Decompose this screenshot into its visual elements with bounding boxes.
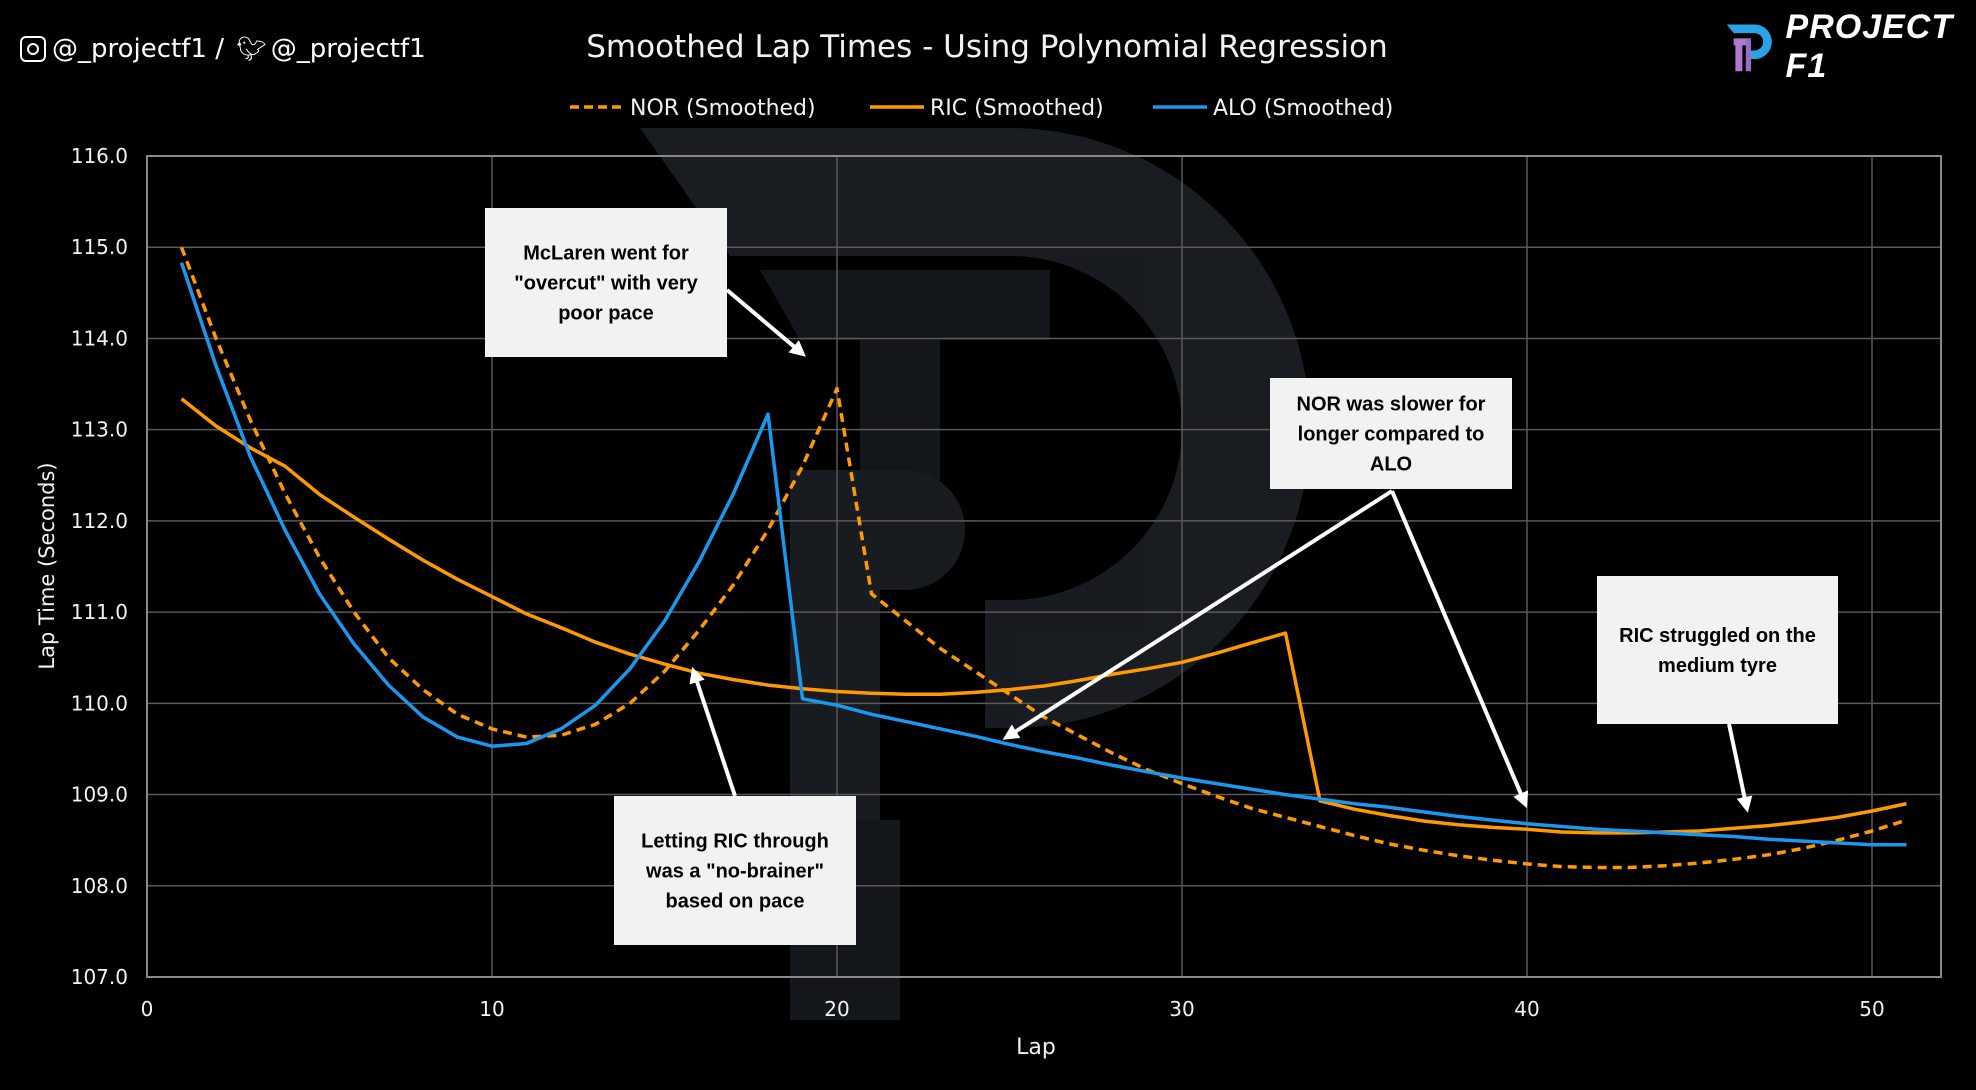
y-tick-label: 107.0 — [71, 965, 128, 989]
annotation-box — [614, 796, 856, 945]
x-tick-label: 40 — [1514, 997, 1539, 1021]
x-axis-ticks: 0 10 20 30 40 50 — [141, 997, 1885, 1021]
plot-area-border — [146, 155, 1942, 978]
legend-entry: ALO (Smoothed) — [1213, 96, 1393, 121]
annotation-arrow — [725, 288, 799, 351]
arrowhead-icon — [1002, 724, 1021, 740]
legend: NOR (Smoothed) RIC (Smoothed) ALO (Smoothe… — [570, 96, 1393, 121]
twitter-handle: @_projectf1 — [270, 34, 426, 64]
annotation-box — [485, 208, 727, 357]
legend-entry: NOR (Smoothed) — [630, 96, 816, 121]
annotation-callout: McLaren went for "overcut" with very poor … — [485, 208, 806, 357]
annotation-text: ALO — [1370, 454, 1412, 476]
annotation-arrow — [1390, 490, 1525, 798]
twitter-bird-icon: 🐦︎ — [236, 35, 267, 63]
annotation-callout: Letting RIC through was a "no-brainer" bas… — [614, 666, 856, 945]
x-tick-label: 30 — [1169, 997, 1194, 1021]
annotation-callout: RIC struggled on the medium tyre — [1597, 576, 1838, 813]
annotation-text: "overcut" with very — [514, 273, 698, 295]
y-axis-label: Lap Time (Seconds) — [35, 462, 59, 669]
x-tick-label: 10 — [479, 997, 504, 1021]
y-tick-label: 112.0 — [71, 509, 128, 533]
x-tick-label: 50 — [1859, 997, 1884, 1021]
arrowhead-icon — [788, 340, 806, 357]
y-tick-label: 115.0 — [71, 235, 128, 259]
annotation-arrow — [1727, 723, 1748, 802]
annotation-text: based on pace — [666, 891, 805, 913]
annotation-text: was a "no-brainer" — [645, 861, 824, 883]
series-line-nor — [179, 246, 1908, 870]
annotation-callout: NOR was slower for longer compared to ALO — [1002, 378, 1529, 809]
logo-text: PROJECT F1 — [1785, 8, 1954, 85]
arrowhead-icon — [1736, 795, 1753, 813]
annotation-text: medium tyre — [1658, 655, 1777, 677]
y-tick-label: 111.0 — [71, 600, 128, 624]
y-tick-label: 113.0 — [71, 418, 128, 442]
annotation-box — [1270, 378, 1512, 489]
annotation-text: RIC struggled on the — [1619, 625, 1816, 647]
annotation-text: Letting RIC through — [641, 831, 829, 853]
chart-title: Smoothed Lap Times - Using Polynomial Re… — [586, 29, 1388, 65]
arrowhead-icon — [689, 666, 705, 685]
y-tick-label: 116.0 — [71, 144, 128, 168]
annotation-text: longer compared to — [1298, 424, 1485, 446]
y-axis-ticks: 107.0 108.0 109.0 110.0 111.0 112.0 113.0 114.0… — [71, 144, 128, 989]
arrowhead-icon — [1513, 790, 1529, 809]
social-handles: @_projectf1 / 🐦︎ @_projectf1 — [20, 32, 426, 66]
annotation-arrow — [693, 677, 737, 797]
annotation-arrow — [1011, 489, 1394, 736]
annotation-text: poor pace — [558, 303, 654, 325]
x-axis-label: Lap — [1016, 1035, 1056, 1060]
legend-entry: RIC (Smoothed) — [930, 96, 1104, 121]
instagram-icon — [20, 36, 46, 62]
x-tick-label: 20 — [824, 997, 849, 1021]
y-tick-label: 114.0 — [71, 326, 128, 350]
annotation-text: McLaren went for — [523, 243, 689, 265]
annotation-box — [1597, 576, 1838, 724]
series-line-alo — [179, 262, 1907, 847]
y-tick-label: 110.0 — [71, 691, 128, 715]
project-f1-logo: PROJECT F1 — [1725, 8, 1976, 85]
series-line-ric — [180, 397, 1907, 835]
y-tick-label: 109.0 — [71, 783, 128, 807]
instagram-handle: @_projectf1 / — [52, 34, 233, 64]
x-tick-label: 0 — [141, 997, 154, 1021]
logo-icon — [1726, 24, 1772, 72]
y-tick-label: 108.0 — [71, 874, 128, 898]
annotation-text: NOR was slower for — [1297, 394, 1486, 416]
